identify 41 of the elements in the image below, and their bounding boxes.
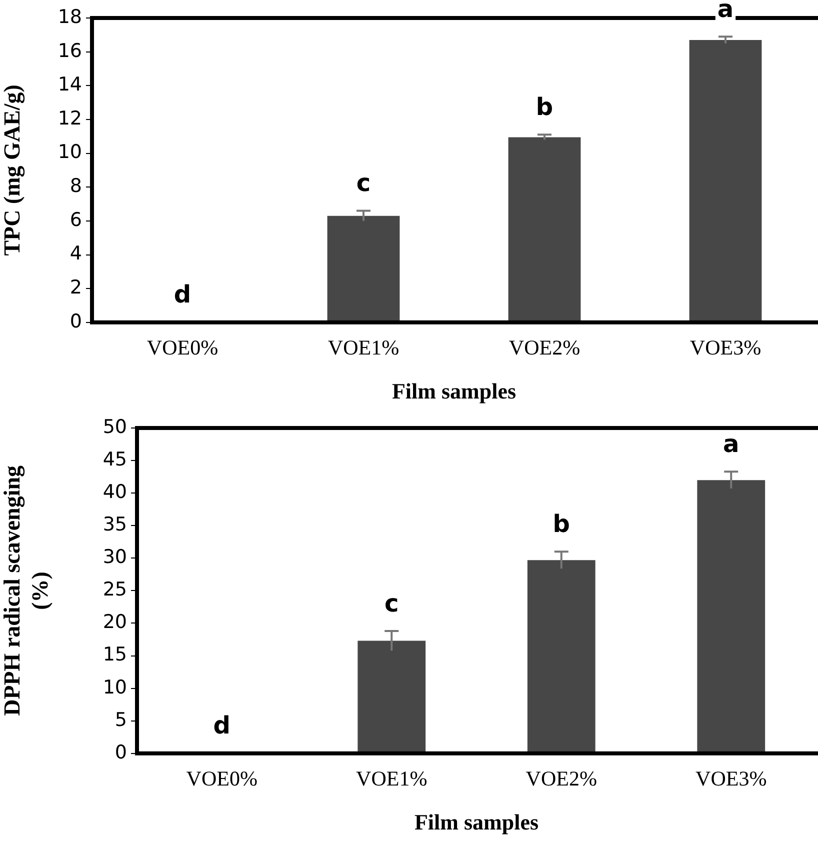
y-tick-label: 14: [58, 74, 82, 96]
y-tick-label: 2: [70, 276, 82, 299]
y-tick-label: 10: [58, 141, 82, 164]
y-tick-label: 40: [102, 481, 127, 504]
annotation: c: [356, 169, 371, 198]
x-tick-label: VOE1%: [356, 766, 428, 791]
y-tick-label: 50: [102, 416, 127, 438]
y-axis-title: TPC (mg GAE/g): [0, 84, 26, 256]
x-tick-label: VOE3%: [696, 766, 767, 791]
annotation: b: [536, 92, 554, 121]
annotation: d: [174, 280, 192, 309]
x-tick-label: VOE1%: [328, 336, 400, 360]
x-tick-label: VOE0%: [146, 336, 218, 360]
y-tick-label: 35: [102, 514, 127, 536]
y-tick-label: 20: [102, 611, 127, 634]
annotation: a: [723, 430, 740, 458]
y-tick-label: 4: [70, 242, 82, 265]
x-axis-title: Film samples: [414, 809, 539, 834]
annotation: b: [552, 510, 570, 538]
y-tick-label: 8: [70, 175, 82, 198]
x-tick-label: VOE2%: [508, 336, 580, 360]
y-tick-label: 10: [102, 676, 127, 698]
y-tick-label: 12: [58, 107, 82, 130]
y-tick-label: 45: [102, 448, 127, 470]
y-axis-title: DPPH radical scavenging (%): [0, 464, 52, 716]
y-tick-label: 30: [102, 546, 127, 568]
y-tick-label: 0: [70, 310, 82, 332]
annotation: d: [213, 712, 230, 740]
x-tick-label: VOE0%: [186, 766, 258, 791]
y-tick-label: 15: [102, 644, 127, 666]
y-tick-label: 16: [58, 40, 82, 62]
x-tick-label: VOE3%: [690, 336, 762, 360]
x-tick-label: VOE2%: [526, 766, 597, 791]
annotation: a: [717, 0, 734, 23]
y-tick-label: 25: [102, 578, 127, 601]
y-tick-label: 0: [114, 741, 127, 764]
y-tick-label: 5: [114, 708, 127, 731]
y-tick-label: 6: [70, 208, 82, 231]
y-tick-label: 18: [58, 6, 82, 28]
x-axis-title: Film samples: [392, 378, 516, 404]
annotation: c: [384, 589, 399, 618]
